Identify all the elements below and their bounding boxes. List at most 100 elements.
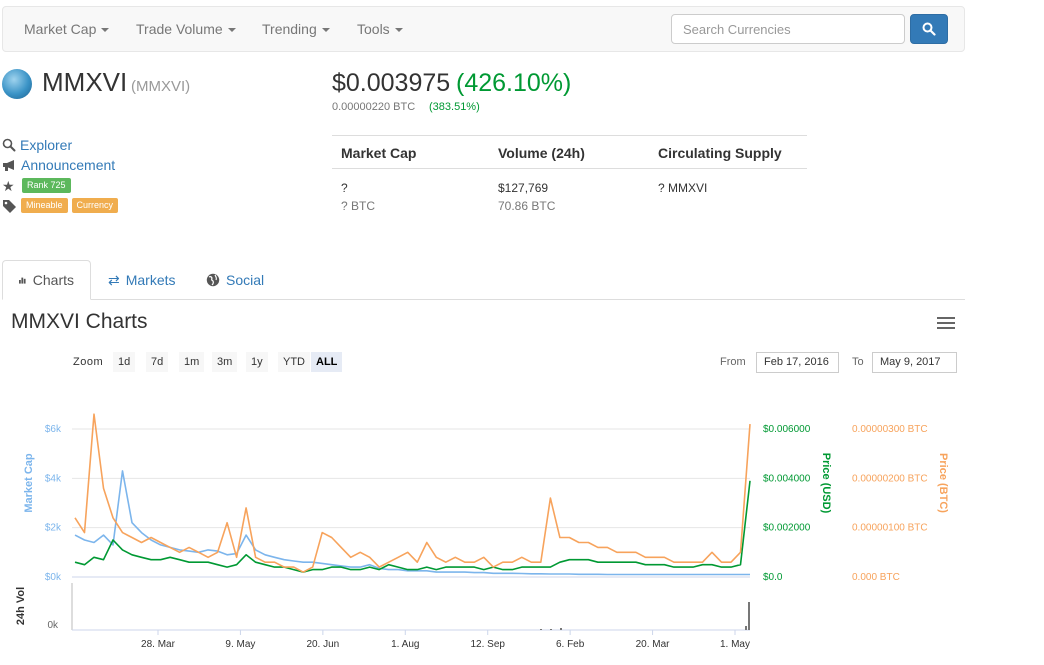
nav-tools-label: Tools <box>357 21 390 37</box>
bullhorn-icon <box>3 159 14 171</box>
x-tick-label: 20. Mar <box>636 639 671 650</box>
zoom-1d-button[interactable]: 1d <box>113 352 136 372</box>
volume-bar <box>745 626 747 630</box>
y-tick-label: 0.00000200 BTC <box>852 473 928 484</box>
price-btc: 0.00000220 BTC <box>332 101 416 113</box>
search-button[interactable] <box>910 14 948 44</box>
volume-bar <box>540 629 542 630</box>
to-label: To <box>852 356 864 368</box>
nav-trade-volume-label: Trade Volume <box>136 21 223 37</box>
zoom-label: Zoom <box>73 356 104 368</box>
rank-row: ★ Rank 725 <box>2 178 71 193</box>
y-tick-label: 0k <box>47 620 59 631</box>
y-tick-label: $0.004000 <box>763 473 811 484</box>
nav-market-cap-label: Market Cap <box>24 21 97 37</box>
zoom-1y-button[interactable]: 1y <box>246 352 268 372</box>
x-tick-label: 28. Mar <box>141 639 176 650</box>
caret-down-icon <box>321 28 330 33</box>
volume-btc: 70.86 BTC <box>498 199 556 213</box>
x-tick-label: 1. May <box>720 639 750 650</box>
chart-title: MMXVI Charts <box>11 310 148 333</box>
zoom-7d-button[interactable]: 7d <box>146 352 169 372</box>
announcement-row: Announcement <box>2 157 115 173</box>
zoom-ytd-button[interactable]: YTD <box>278 352 310 372</box>
chart-menu-button[interactable] <box>937 317 955 331</box>
nav-trending-label: Trending <box>262 21 317 37</box>
tag-badge: Currency <box>71 198 119 213</box>
caret-down-icon <box>394 28 403 33</box>
price-change-btc: (383.51%) <box>429 101 480 113</box>
axis-title-volume: 24h Vol <box>15 587 27 625</box>
y-tick-label: $0.002000 <box>763 523 811 534</box>
bar-chart-icon <box>19 277 26 284</box>
x-tick-label: 1. Aug <box>391 639 419 650</box>
y-tick-label: $2k <box>45 523 62 534</box>
x-tick-label: 6. Feb <box>556 639 585 650</box>
zoom-all-button[interactable]: ALL <box>311 352 343 372</box>
volume-bar <box>550 629 552 630</box>
stats-header: Market Cap <box>341 145 417 161</box>
nav-trending[interactable]: Trending <box>262 7 330 51</box>
explorer-row: Explorer <box>2 137 72 153</box>
nav-tools[interactable]: Tools <box>357 7 403 51</box>
caret-down-icon <box>227 28 236 33</box>
tab-social-label: Social <box>226 272 265 288</box>
market-cap-btc: ? BTC <box>341 199 376 213</box>
hamburger-icon <box>937 317 955 319</box>
market-cap-usd: ? <box>341 181 348 195</box>
series-line-market-cap <box>74 470 750 576</box>
y-tick-label: $0.006000 <box>763 424 811 435</box>
to-date-input[interactable]: May 9, 2017 <box>872 352 957 373</box>
from-date-input[interactable]: Feb 17, 2016 <box>756 352 839 373</box>
globe-icon <box>206 273 220 287</box>
stats-header-row: Market Cap Volume (24h) Circulating Supp… <box>332 136 807 169</box>
x-tick-label: 9. May <box>225 639 255 650</box>
zoom-3m-button[interactable]: 3m <box>212 352 238 372</box>
stats-table: Market Cap Volume (24h) Circulating Supp… <box>332 135 807 213</box>
stats-header: Circulating Supply <box>658 145 782 161</box>
y-tick-label: $0k <box>45 572 62 583</box>
tab-charts[interactable]: Charts <box>2 260 91 300</box>
tab-markets[interactable]: ⇄ Markets <box>92 260 192 300</box>
search-input[interactable] <box>671 14 905 44</box>
axis-title-price-usd: Price (USD) <box>820 453 832 514</box>
tags-row: Mineable Currency <box>2 198 119 213</box>
volume-bar <box>560 628 562 630</box>
exchange-icon: ⇄ <box>108 272 120 288</box>
circulating-supply: ? MMXVI <box>658 181 708 195</box>
y-tick-label: 0.000 BTC <box>852 572 900 583</box>
coin-symbol: (MMXVI) <box>131 78 191 95</box>
series-line-price-btc <box>74 413 751 573</box>
tag-badge: Mineable <box>21 198 68 213</box>
star-icon: ★ <box>2 177 15 194</box>
coin-name: MMXVI <box>42 67 128 97</box>
volume-bar <box>748 602 750 630</box>
search-icon <box>2 138 16 152</box>
price-usd: $0.003975 <box>332 69 451 97</box>
caret-down-icon <box>101 28 110 33</box>
nav-trade-volume[interactable]: Trade Volume <box>136 7 236 51</box>
stats-header: Volume (24h) <box>498 145 585 161</box>
nav-market-cap[interactable]: Market Cap <box>24 7 110 51</box>
zoom-1m-button[interactable]: 1m <box>179 352 205 372</box>
explorer-link[interactable]: Explorer <box>20 137 73 153</box>
tab-social[interactable]: Social <box>190 260 280 300</box>
tab-markets-label: Markets <box>125 272 176 288</box>
coin-logo <box>2 69 32 99</box>
tags-icon <box>3 199 16 213</box>
top-navbar: Market Cap Trade Volume Trending Tools <box>2 6 965 52</box>
volume-usd: $127,769 <box>498 181 549 195</box>
axis-title-market-cap: Market Cap <box>23 453 35 513</box>
tab-charts-label: Charts <box>32 272 74 288</box>
x-tick-label: 12. Sep <box>470 639 505 650</box>
y-tick-label: $4k <box>45 473 62 484</box>
series-line-price-usd <box>74 480 751 573</box>
y-tick-label: 0.00000100 BTC <box>852 523 928 534</box>
axis-title-price-btc: Price (BTC) <box>937 453 949 513</box>
rank-badge: Rank 725 <box>22 178 71 193</box>
search-icon <box>922 22 936 36</box>
price-change-usd: (426.10%) <box>456 69 572 97</box>
announcement-link[interactable]: Announcement <box>21 157 116 173</box>
x-tick-label: 20. Jun <box>306 639 339 650</box>
